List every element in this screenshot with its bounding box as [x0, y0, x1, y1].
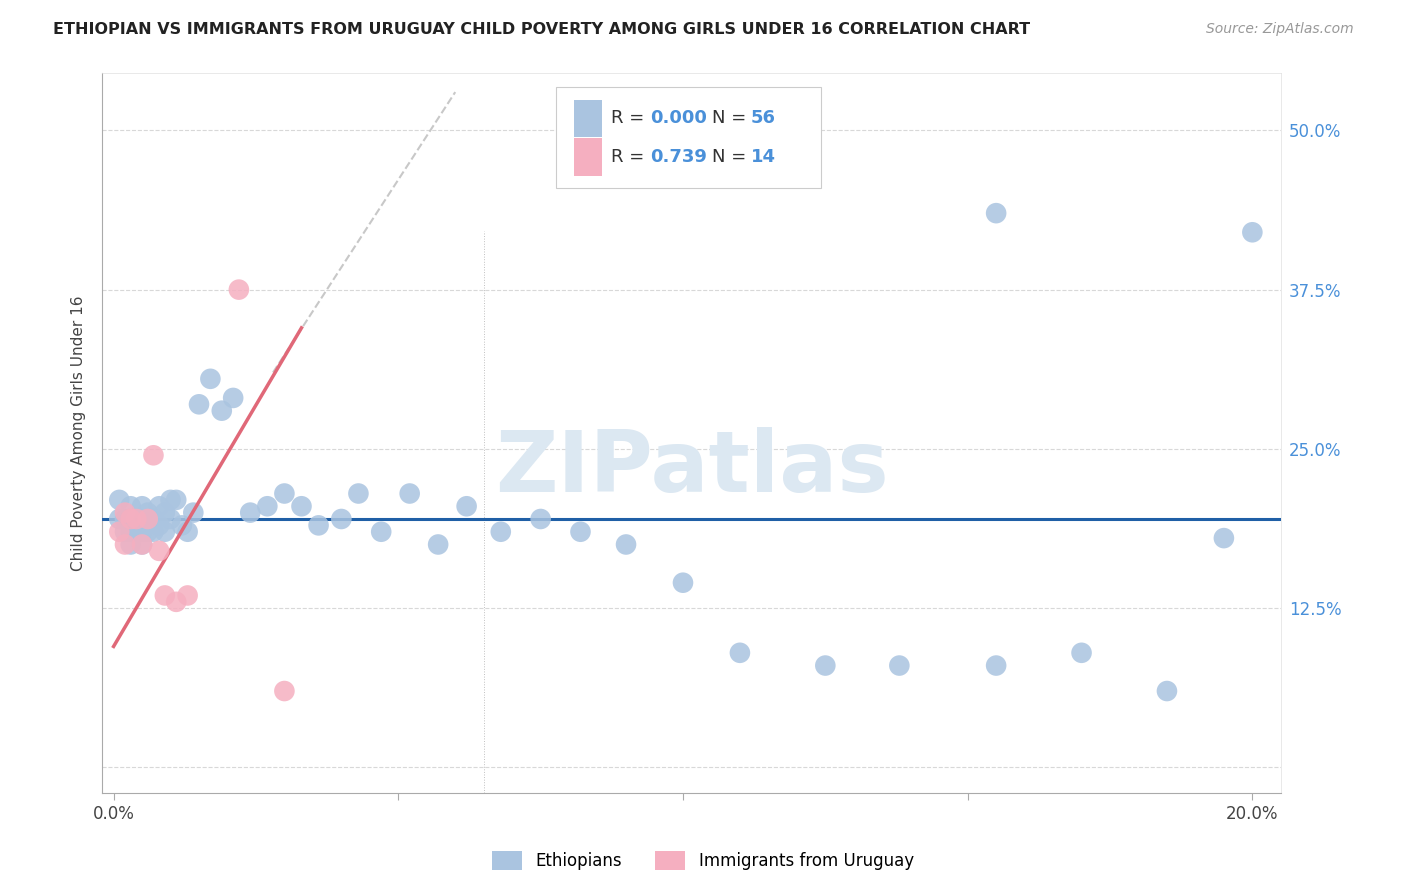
- Point: [165, 595, 187, 609]
- Point: [120, 512, 142, 526]
- Point: [370, 524, 392, 539]
- Point: [114, 506, 136, 520]
- Point: [131, 537, 153, 551]
- Point: [347, 486, 370, 500]
- Point: [114, 537, 136, 551]
- Point: [222, 391, 245, 405]
- Point: [165, 492, 187, 507]
- Text: R =: R =: [612, 110, 651, 128]
- Point: [170, 518, 193, 533]
- Point: [131, 524, 153, 539]
- Point: [176, 589, 198, 603]
- Point: [125, 524, 148, 539]
- Point: [159, 492, 181, 507]
- Point: [427, 537, 450, 551]
- Point: [290, 500, 312, 514]
- Point: [108, 492, 131, 507]
- Point: [142, 448, 165, 462]
- Point: [108, 524, 131, 539]
- Point: [136, 512, 159, 526]
- Point: [153, 506, 176, 520]
- Point: [728, 646, 751, 660]
- Point: [1070, 646, 1092, 660]
- Text: R =: R =: [612, 148, 651, 166]
- FancyBboxPatch shape: [574, 138, 602, 176]
- Text: ZIPatlas: ZIPatlas: [495, 427, 889, 510]
- Text: 14: 14: [751, 148, 776, 166]
- Point: [114, 512, 136, 526]
- Point: [114, 524, 136, 539]
- Point: [330, 512, 353, 526]
- Point: [153, 524, 176, 539]
- FancyBboxPatch shape: [574, 100, 602, 137]
- Point: [200, 372, 222, 386]
- Point: [136, 506, 159, 520]
- Point: [273, 486, 295, 500]
- Point: [136, 524, 159, 539]
- Text: N =: N =: [711, 110, 752, 128]
- Point: [569, 524, 592, 539]
- Point: [142, 512, 165, 526]
- Point: [148, 500, 170, 514]
- Point: [1241, 225, 1264, 239]
- Point: [273, 684, 295, 698]
- FancyBboxPatch shape: [555, 87, 821, 188]
- Point: [120, 537, 142, 551]
- Point: [131, 537, 153, 551]
- Point: [614, 537, 637, 551]
- Point: [489, 524, 512, 539]
- Point: [153, 589, 176, 603]
- Point: [120, 524, 142, 539]
- Text: 56: 56: [751, 110, 776, 128]
- Y-axis label: Child Poverty Among Girls Under 16: Child Poverty Among Girls Under 16: [72, 295, 86, 571]
- Point: [188, 397, 211, 411]
- Point: [308, 518, 330, 533]
- Point: [181, 506, 204, 520]
- Point: [120, 500, 142, 514]
- Text: N =: N =: [711, 148, 752, 166]
- Point: [239, 506, 262, 520]
- Point: [176, 524, 198, 539]
- Point: [889, 658, 911, 673]
- Point: [1212, 531, 1234, 545]
- Point: [398, 486, 420, 500]
- Point: [984, 206, 1007, 220]
- Point: [108, 512, 131, 526]
- Point: [142, 512, 165, 526]
- Point: [159, 512, 181, 526]
- Text: 0.000: 0.000: [650, 110, 707, 128]
- Point: [148, 518, 170, 533]
- Point: [530, 512, 553, 526]
- Point: [1156, 684, 1178, 698]
- Point: [125, 512, 148, 526]
- Point: [125, 512, 148, 526]
- Point: [672, 575, 695, 590]
- Point: [142, 524, 165, 539]
- Text: Source: ZipAtlas.com: Source: ZipAtlas.com: [1206, 22, 1354, 37]
- Point: [148, 544, 170, 558]
- Point: [456, 500, 478, 514]
- Point: [984, 658, 1007, 673]
- Point: [256, 500, 278, 514]
- Text: 0.739: 0.739: [650, 148, 707, 166]
- Text: ETHIOPIAN VS IMMIGRANTS FROM URUGUAY CHILD POVERTY AMONG GIRLS UNDER 16 CORRELAT: ETHIOPIAN VS IMMIGRANTS FROM URUGUAY CHI…: [53, 22, 1031, 37]
- Point: [228, 283, 250, 297]
- Point: [131, 500, 153, 514]
- Point: [814, 658, 837, 673]
- Point: [211, 403, 233, 417]
- Legend: Ethiopians, Immigrants from Uruguay: Ethiopians, Immigrants from Uruguay: [485, 844, 921, 877]
